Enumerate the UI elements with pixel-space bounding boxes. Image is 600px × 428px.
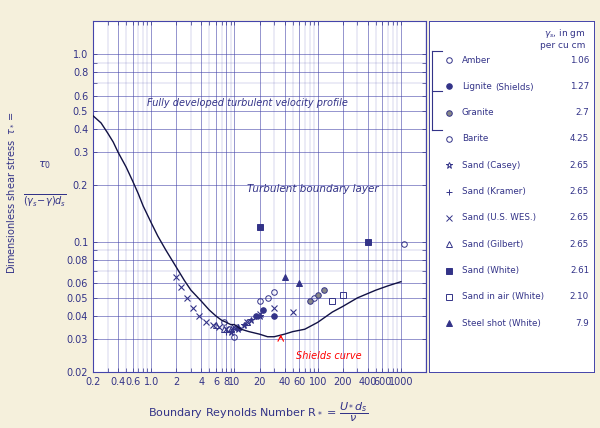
Text: 2.10: 2.10 <box>570 292 589 301</box>
Text: Steel shot (White): Steel shot (White) <box>462 319 541 328</box>
Text: 1.06: 1.06 <box>570 56 589 65</box>
Text: 2.65: 2.65 <box>570 187 589 196</box>
Text: Sand (White): Sand (White) <box>462 266 519 275</box>
Text: Sand (Casey): Sand (Casey) <box>462 161 520 170</box>
Text: $\gamma_s$, in gm: $\gamma_s$, in gm <box>544 27 586 40</box>
Text: $\tau_0$: $\tau_0$ <box>38 159 52 171</box>
Text: 2.65: 2.65 <box>570 240 589 249</box>
Text: Dimensionless shear stress  $\tau_* =$: Dimensionless shear stress $\tau_* =$ <box>6 111 16 274</box>
Text: 2.65: 2.65 <box>570 161 589 170</box>
Text: (Shields): (Shields) <box>496 83 534 92</box>
Text: Barite: Barite <box>462 134 488 143</box>
Text: Sand in air (White): Sand in air (White) <box>462 292 544 301</box>
Text: Shields curve: Shields curve <box>296 351 362 361</box>
Text: 1.27: 1.27 <box>570 82 589 91</box>
Text: 2.7: 2.7 <box>575 108 589 117</box>
Text: per cu cm: per cu cm <box>541 41 586 50</box>
Text: Boundary Reynolds Number R$_*$ = $\dfrac{U_* d_s}{\nu}$: Boundary Reynolds Number R$_*$ = $\dfrac… <box>148 401 368 424</box>
Text: Sand (Kramer): Sand (Kramer) <box>462 187 526 196</box>
Text: 2.61: 2.61 <box>570 266 589 275</box>
Text: Lignite: Lignite <box>462 82 492 91</box>
Text: Fully developed turbulent velocity profile: Fully developed turbulent velocity profi… <box>148 98 348 108</box>
Text: 4.25: 4.25 <box>570 134 589 143</box>
Text: Granite: Granite <box>462 108 494 117</box>
Text: Turbulent boundary layer: Turbulent boundary layer <box>247 184 378 194</box>
Text: 7.9: 7.9 <box>575 319 589 328</box>
Text: Sand (Gilbert): Sand (Gilbert) <box>462 240 523 249</box>
Text: Sand (U.S. WES.): Sand (U.S. WES.) <box>462 214 536 223</box>
Text: $\overline{(\gamma_s\!-\!\gamma)d_s}$: $\overline{(\gamma_s\!-\!\gamma)d_s}$ <box>23 193 67 209</box>
Text: 2.65: 2.65 <box>570 214 589 223</box>
Text: Amber: Amber <box>462 56 491 65</box>
